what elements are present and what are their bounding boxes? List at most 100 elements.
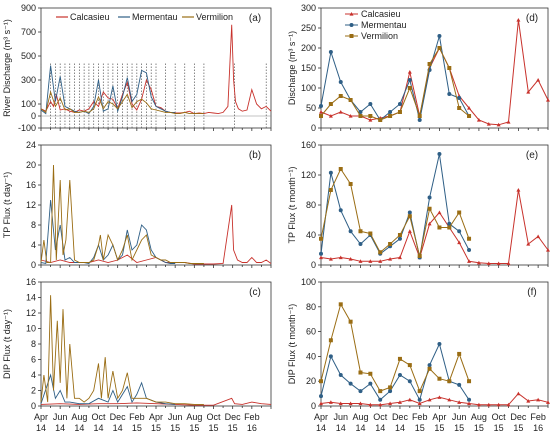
- data-point-vermilion: [427, 206, 432, 211]
- data-point-calcasieu: [526, 242, 531, 246]
- data-point-vermilion: [427, 366, 432, 371]
- y-tick-label: 60: [306, 327, 316, 337]
- data-point-vermilion: [457, 106, 462, 110]
- plot-frame: [320, 281, 549, 407]
- data-point-calcasieu: [358, 401, 363, 406]
- data-point-mermentau: [358, 110, 363, 114]
- data-point-mermentau: [358, 389, 363, 394]
- data-point-calcasieu: [328, 257, 333, 261]
- y-tick-label: 100: [301, 83, 316, 93]
- data-point-calcasieu: [467, 259, 472, 263]
- data-point-calcasieu: [437, 395, 442, 399]
- panel-d: 0 50 100 150 200 250 300 Discharge (m³ s⁻¹) (d): [287, 3, 550, 133]
- data-point-calcasieu: [338, 110, 343, 114]
- data-point-calcasieu: [378, 402, 383, 407]
- data-point-calcasieu: [368, 402, 373, 407]
- data-point-calcasieu: [437, 210, 442, 215]
- data-point-mermentau: [397, 373, 402, 377]
- x-tick-label: Oct: [373, 412, 388, 422]
- data-point-vermilion: [388, 385, 393, 390]
- legend-label-mermentau: Mermentau: [132, 12, 178, 22]
- x-tick-label: Aug: [186, 412, 202, 422]
- data-point-mermentau: [328, 50, 333, 54]
- data-point-calcasieu: [526, 90, 531, 94]
- y-tick-label: 0: [311, 123, 316, 133]
- data-point-vermilion: [467, 114, 472, 118]
- data-point-calcasieu: [467, 106, 472, 110]
- data-point-vermilion: [358, 114, 363, 118]
- data-point-vermilion: [378, 250, 383, 255]
- data-point-mermentau: [368, 102, 373, 106]
- panel-e: 0 40 80 120 160 TP Flux (t month⁻¹) (e): [287, 140, 550, 270]
- series-line-calcasieu: [320, 189, 549, 264]
- data-point-mermentau: [447, 92, 452, 96]
- series-line-calcasieu: [40, 24, 272, 115]
- data-point-vermilion: [378, 389, 383, 394]
- y-tick-label: 12: [26, 200, 36, 210]
- y-axis-label: River Discharge (m³ s⁻¹): [2, 19, 12, 117]
- data-point-calcasieu: [407, 229, 412, 233]
- data-point-calcasieu: [536, 234, 541, 239]
- data-point-vermilion: [338, 302, 343, 307]
- legend-marker-calcasieu: [349, 12, 354, 16]
- data-point-calcasieu: [338, 401, 343, 406]
- data-point-vermilion: [348, 319, 353, 324]
- y-tick-label: 500: [21, 51, 36, 61]
- data-point-vermilion: [378, 118, 383, 122]
- data-point-calcasieu: [407, 397, 412, 402]
- data-point-mermentau: [407, 379, 412, 384]
- data-point-calcasieu: [378, 259, 383, 263]
- panel-label: (b): [249, 150, 261, 161]
- y-tick-label: 120: [301, 170, 316, 180]
- data-point-mermentau: [338, 208, 343, 213]
- data-point-calcasieu: [328, 114, 333, 118]
- x-tick-label: 15: [494, 423, 504, 433]
- y-axis-label: Discharge (m³ s⁻¹): [287, 31, 297, 105]
- y-tick-label: 0: [311, 401, 316, 411]
- x-tick-label: 14: [74, 423, 84, 433]
- data-point-vermilion: [437, 46, 442, 50]
- series-line-mermentau: [320, 153, 470, 258]
- data-point-vermilion: [467, 236, 472, 241]
- data-point-vermilion: [368, 231, 373, 236]
- y-tick-label: 40: [306, 230, 316, 240]
- data-point-vermilion: [388, 242, 393, 246]
- data-point-calcasieu: [546, 98, 550, 102]
- x-tick-label: Oct: [492, 412, 507, 422]
- data-point-vermilion: [358, 370, 363, 375]
- x-tick-label: 14: [55, 423, 65, 433]
- x-tick-label: Feb: [530, 412, 546, 422]
- panel-a: -100 0 100 300 500 700 900 River Discharge (m³ …: [2, 3, 272, 133]
- y-tick-label: 12: [26, 308, 36, 318]
- plot-frame: [40, 281, 272, 407]
- x-tick-label: Jun: [452, 412, 467, 422]
- data-point-calcasieu: [358, 259, 363, 263]
- x-tick-label: Oct: [91, 412, 106, 422]
- y-tick-label: 80: [306, 200, 316, 210]
- data-point-mermentau: [328, 354, 333, 359]
- data-point-calcasieu: [348, 114, 353, 118]
- data-point-mermentau: [437, 342, 442, 346]
- x-tick-label: 14: [336, 423, 346, 433]
- y-axis-label: TP Flux (t month⁻¹): [287, 166, 297, 243]
- data-point-vermilion: [328, 338, 333, 343]
- data-point-vermilion: [348, 182, 353, 186]
- data-point-vermilion: [397, 233, 402, 237]
- legend-label-calcasieu: Calcasieu: [361, 9, 401, 19]
- data-point-calcasieu: [417, 401, 422, 406]
- series-line-vermilion: [320, 46, 470, 121]
- series-line-vermilion: [40, 295, 204, 405]
- x-tick-label: 16: [247, 423, 257, 433]
- data-point-vermilion: [407, 86, 412, 90]
- data-point-vermilion: [368, 114, 373, 118]
- data-point-mermentau: [368, 381, 373, 386]
- x-tick-label: Apr: [432, 412, 446, 422]
- y-tick-label: 24: [26, 140, 36, 150]
- data-point-calcasieu: [546, 248, 550, 252]
- data-point-vermilion: [417, 114, 422, 118]
- data-point-vermilion: [319, 236, 323, 241]
- data-point-calcasieu: [506, 120, 511, 124]
